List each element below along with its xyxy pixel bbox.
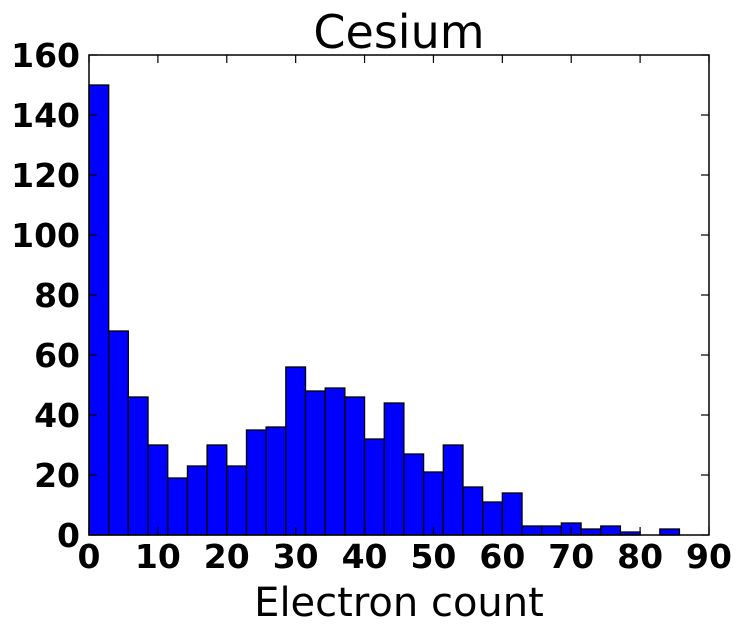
x-tick-label: 70 <box>548 537 594 576</box>
histogram-bar <box>304 390 326 536</box>
histogram-bar <box>127 396 149 536</box>
histogram-bar <box>659 528 681 536</box>
chart-title: Cesium <box>313 5 484 59</box>
y-tick-label: 80 <box>34 276 80 315</box>
x-tick-label: 30 <box>273 537 319 576</box>
y-tick-label: 120 <box>11 156 80 195</box>
histogram-bar <box>285 366 307 536</box>
histogram-bar <box>442 444 464 536</box>
x-tick-label: 50 <box>410 537 456 576</box>
histogram-bar <box>206 444 228 536</box>
y-tick-label: 100 <box>11 216 80 255</box>
histogram-bar <box>167 477 189 536</box>
x-tick-label: 0 <box>78 537 101 576</box>
histogram-bar <box>600 525 622 536</box>
y-tick-label: 160 <box>11 36 80 75</box>
histogram-bar <box>88 84 110 536</box>
histogram-bar <box>462 486 484 536</box>
histogram-bar <box>383 402 405 536</box>
y-tick-label: 20 <box>34 456 80 495</box>
x-tick-label: 10 <box>135 537 181 576</box>
histogram-bar <box>147 444 169 536</box>
histogram-bar <box>422 471 444 536</box>
histogram-bar <box>245 429 267 536</box>
y-tick-label: 140 <box>11 96 80 135</box>
histogram-bar <box>541 525 563 536</box>
bars-group <box>88 84 681 536</box>
x-tick-label: 40 <box>342 537 388 576</box>
y-tick-label: 60 <box>34 336 80 375</box>
plot-frame <box>88 54 710 536</box>
histogram-bar <box>108 330 129 536</box>
histogram-bar <box>186 465 208 536</box>
x-tick-label: 90 <box>686 537 732 576</box>
histogram-bar <box>501 492 523 536</box>
histogram-bar <box>226 465 248 536</box>
x-tick-label: 20 <box>204 537 250 576</box>
x-tick-label: 60 <box>479 537 525 576</box>
x-axis-label: Electron count <box>254 580 544 626</box>
histogram-bar <box>403 453 425 536</box>
tick-labels-group: 0 10 20 30 40 50 60 70 80 90 0 20 40 60 80 100 120 140 160 <box>11 36 732 576</box>
histogram-bar <box>521 525 543 536</box>
y-tick-label: 0 <box>57 516 80 555</box>
y-tick-label: 40 <box>34 396 80 435</box>
histogram-bar <box>481 501 503 536</box>
histogram-bar <box>265 426 287 536</box>
histogram-bar <box>580 528 602 536</box>
x-tick-label: 80 <box>617 537 663 576</box>
histogram-bar <box>344 396 366 536</box>
histogram-bar <box>363 438 385 536</box>
histogram-bar <box>324 387 346 536</box>
